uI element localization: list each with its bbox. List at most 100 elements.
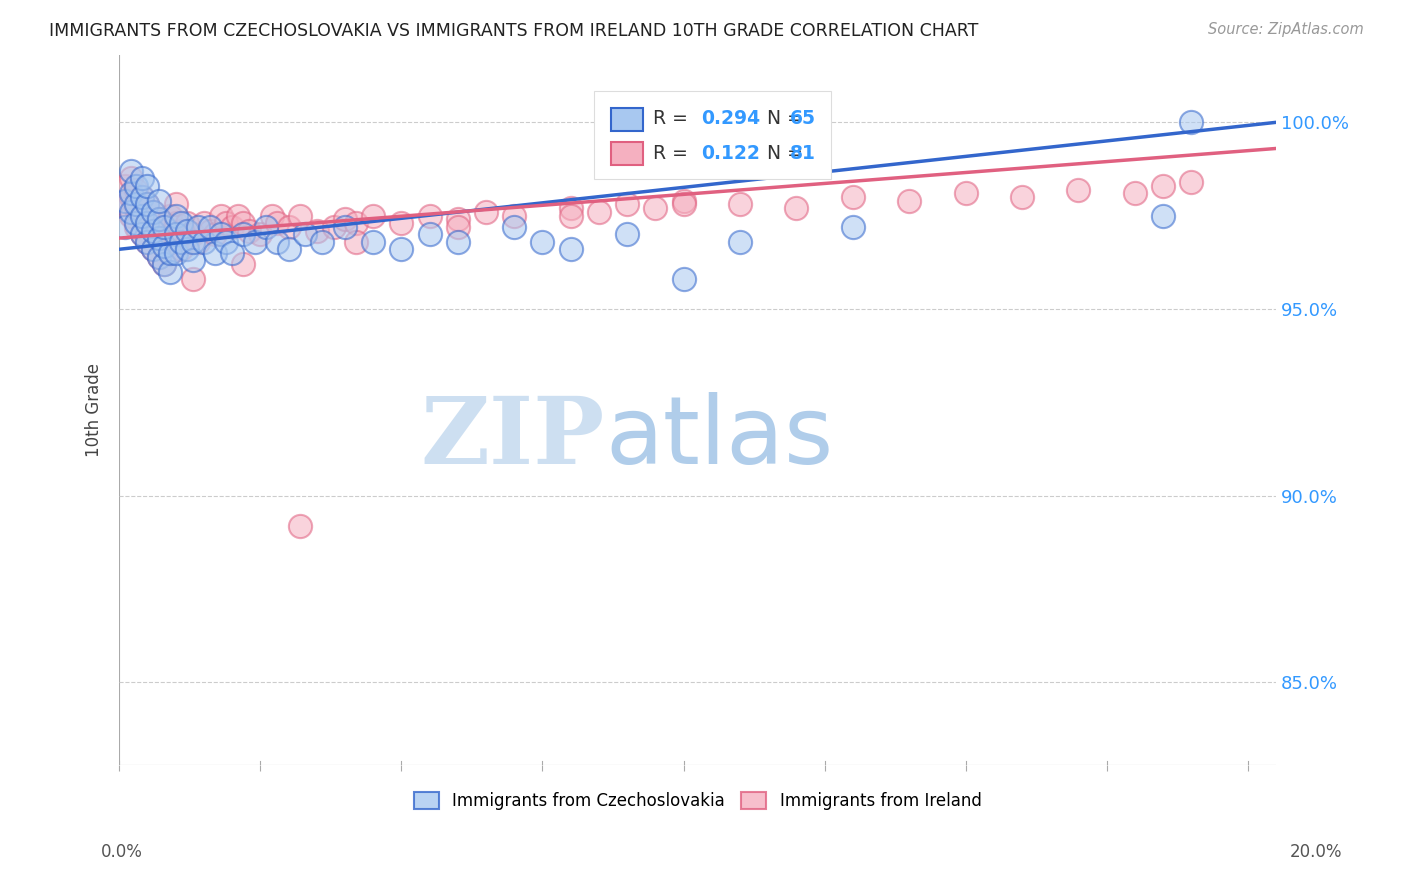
Point [125, 219, 148, 234]
Point [181, 272, 204, 286]
Point [447, 235, 470, 249]
Point [475, 205, 498, 219]
Point [142, 242, 165, 256]
Text: R =: R = [652, 144, 693, 162]
Point [955, 186, 977, 201]
Point [215, 235, 238, 249]
Point [215, 216, 238, 230]
Point [1152, 178, 1174, 193]
Point [389, 242, 412, 256]
Point [1152, 209, 1174, 223]
Point [120, 186, 142, 201]
Point [419, 209, 441, 223]
Point [785, 201, 807, 215]
Point [294, 227, 316, 242]
Point [159, 246, 181, 260]
Point [1180, 175, 1202, 189]
Point [1123, 186, 1146, 201]
Point [142, 224, 165, 238]
Text: R =: R = [652, 110, 693, 128]
Point [503, 209, 526, 223]
Point [221, 246, 243, 260]
Point [560, 201, 582, 215]
Text: ZIP: ZIP [420, 393, 605, 483]
Y-axis label: 10th Grade: 10th Grade [86, 363, 103, 457]
Text: 20.0%: 20.0% [1291, 843, 1343, 861]
Point [120, 190, 142, 204]
Point [198, 224, 221, 238]
Text: Source: ZipAtlas.com: Source: ZipAtlas.com [1208, 22, 1364, 37]
Point [560, 242, 582, 256]
FancyBboxPatch shape [610, 108, 644, 131]
Point [311, 235, 333, 249]
Text: IMMIGRANTS FROM CZECHOSLOVAKIA VS IMMIGRANTS FROM IRELAND 10TH GRADE CORRELATION: IMMIGRANTS FROM CZECHOSLOVAKIA VS IMMIGR… [49, 22, 979, 40]
Point [644, 201, 666, 215]
Point [148, 231, 170, 245]
Point [148, 250, 170, 264]
Point [187, 235, 209, 249]
Point [288, 518, 311, 533]
Point [277, 219, 299, 234]
Point [588, 205, 610, 219]
Point [131, 227, 153, 242]
Point [165, 227, 187, 242]
Point [131, 209, 153, 223]
Point [344, 216, 367, 230]
Point [616, 227, 638, 242]
Point [305, 224, 328, 238]
Point [672, 194, 695, 208]
Point [672, 272, 695, 286]
Point [277, 242, 299, 256]
Point [1067, 182, 1090, 196]
Text: 0.0%: 0.0% [101, 843, 143, 861]
Point [198, 219, 221, 234]
Point [842, 190, 865, 204]
Point [125, 178, 148, 193]
Point [142, 224, 165, 238]
Point [148, 250, 170, 264]
Point [181, 227, 204, 242]
Point [170, 224, 193, 238]
Point [153, 219, 176, 234]
Point [148, 212, 170, 227]
Point [153, 257, 176, 271]
Point [503, 219, 526, 234]
Point [333, 219, 356, 234]
Text: 0.122: 0.122 [702, 144, 761, 162]
Point [148, 194, 170, 208]
Point [170, 235, 193, 249]
Legend: Immigrants from Czechoslovakia, Immigrants from Ireland: Immigrants from Czechoslovakia, Immigran… [406, 785, 988, 816]
Text: N =: N = [755, 110, 810, 128]
Point [322, 219, 344, 234]
Point [176, 216, 198, 230]
Text: 81: 81 [790, 144, 815, 162]
Point [165, 235, 187, 249]
Point [131, 209, 153, 223]
Point [153, 238, 176, 252]
Point [728, 235, 751, 249]
Point [153, 238, 176, 252]
Point [193, 235, 215, 249]
Point [204, 246, 226, 260]
Point [254, 219, 277, 234]
Point [114, 197, 136, 211]
Text: N =: N = [755, 144, 810, 162]
Point [221, 219, 243, 234]
Point [1180, 115, 1202, 129]
Point [181, 253, 204, 268]
Point [125, 182, 148, 196]
Point [333, 212, 356, 227]
Point [114, 219, 136, 234]
Point [125, 201, 148, 215]
Point [159, 227, 181, 242]
Point [672, 197, 695, 211]
Point [232, 227, 254, 242]
Point [187, 219, 209, 234]
Point [226, 209, 249, 223]
Point [142, 205, 165, 219]
Point [361, 235, 384, 249]
Point [260, 209, 283, 223]
Point [136, 197, 159, 211]
Point [136, 235, 159, 249]
Point [447, 219, 470, 234]
